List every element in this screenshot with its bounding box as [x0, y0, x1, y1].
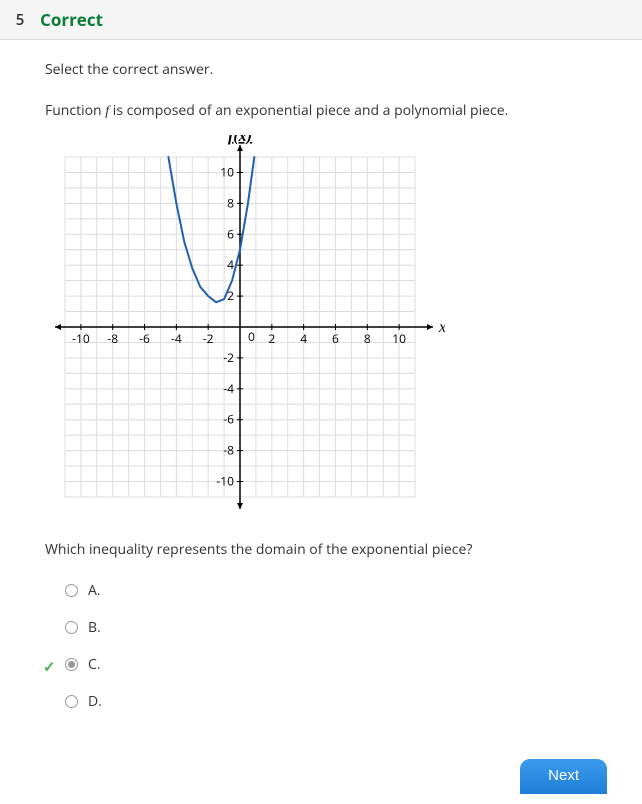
svg-text:8: 8 [227, 194, 234, 211]
option-letter: D. [88, 692, 106, 711]
radio-button[interactable] [65, 621, 78, 634]
next-button[interactable]: Next [520, 759, 607, 794]
description-text: Function f is composed of an exponential… [45, 101, 607, 120]
svg-text:-2: -2 [223, 349, 234, 366]
svg-text:-6: -6 [139, 330, 150, 347]
option-row[interactable]: C. [65, 655, 607, 674]
instruction-text: Select the correct answer. [45, 60, 607, 79]
svg-text:2: 2 [268, 330, 275, 347]
svg-text:6: 6 [227, 225, 234, 242]
option-letter: C. [88, 655, 106, 674]
svg-text:8: 8 [364, 330, 371, 347]
function-graph: -10-8-6-4-20246810-10-8-6-4-2246810xf(x) [45, 135, 445, 515]
svg-text:6: 6 [332, 330, 339, 347]
svg-text:-6: -6 [223, 411, 234, 428]
svg-text:-8: -8 [107, 330, 118, 347]
svg-text:-4: -4 [223, 380, 234, 397]
option-row[interactable]: B. [65, 618, 607, 637]
status-label: Correct [40, 8, 103, 31]
graph-container: -10-8-6-4-20246810-10-8-6-4-2246810xf(x) [45, 135, 607, 520]
question-content: Select the correct answer. Function f is… [0, 40, 642, 739]
svg-text:10: 10 [220, 163, 234, 180]
svg-text:-10: -10 [72, 330, 90, 347]
desc-suffix: is composed of an exponential piece and … [109, 101, 508, 120]
svg-text:4: 4 [300, 330, 307, 347]
option-letter: B. [88, 618, 106, 637]
radio-button[interactable] [65, 584, 78, 597]
option-row[interactable]: A. [65, 581, 607, 600]
option-letter: A. [88, 581, 106, 600]
svg-text:-4: -4 [171, 330, 182, 347]
svg-text:f(x): f(x) [228, 135, 252, 145]
footer: Next [0, 739, 642, 804]
radio-button[interactable] [65, 695, 78, 708]
svg-text:-2: -2 [203, 330, 214, 347]
options-list: A. B. C. D. [45, 581, 607, 711]
subquestion-text: Which inequality represents the domain o… [45, 540, 607, 559]
svg-text:4: 4 [227, 256, 234, 273]
svg-text:10: 10 [392, 330, 406, 347]
svg-text:0: 0 [248, 328, 255, 345]
radio-button[interactable] [65, 658, 78, 671]
svg-text:-10: -10 [216, 473, 234, 490]
question-header: 5 Correct [0, 0, 642, 40]
svg-text:x: x [438, 319, 445, 336]
desc-prefix: Function [45, 101, 105, 120]
svg-text:-8: -8 [223, 442, 234, 459]
question-number: 5 [0, 10, 40, 30]
option-row[interactable]: D. [65, 692, 607, 711]
checkmark-icon [43, 657, 56, 677]
